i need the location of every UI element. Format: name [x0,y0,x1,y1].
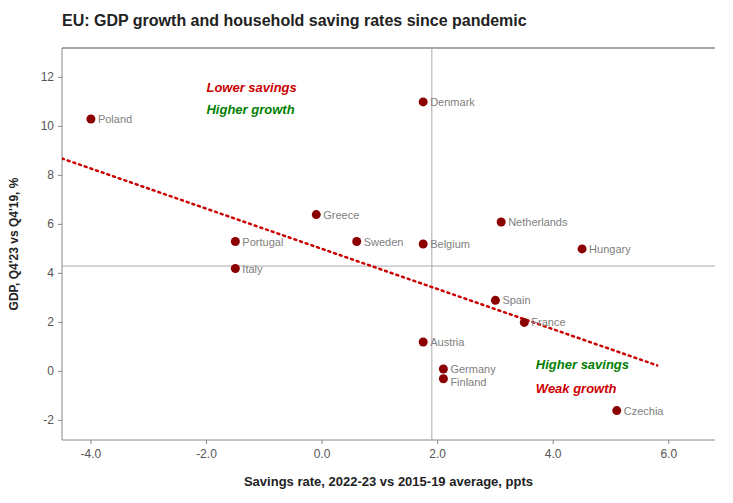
point-label: Sweden [364,236,404,248]
point [231,264,240,273]
y-tick-label: 6 [47,217,54,231]
chart: EU: GDP growth and household saving rate… [0,0,733,503]
x-tick-label: 2.0 [429,447,446,461]
point-label: Finland [450,376,486,388]
point-label: Denmark [430,96,475,108]
point-label: Spain [502,294,530,306]
point-label: Belgium [430,238,470,250]
y-axis-line [62,48,63,440]
y-tick-label: 4 [47,266,54,280]
plot-area [62,48,715,440]
point [419,97,428,106]
point [352,237,361,246]
y-tick-label: 12 [41,70,55,84]
x-tick-label: 6.0 [660,447,677,461]
point [419,338,428,347]
y-tick [58,126,62,127]
point-label: Greece [323,209,359,221]
y-tick-label: -2 [43,413,54,427]
x-tick-label: -2.0 [196,447,217,461]
regression-line [62,158,657,365]
x-tick [668,440,669,444]
point-label: Czechia [624,405,665,417]
y-tick-label: 8 [47,168,54,182]
point [497,217,506,226]
annotation: Weak growth [536,381,617,396]
y-tick [58,175,62,176]
point-label: Poland [98,113,132,125]
point [86,115,95,124]
point [612,406,621,415]
x-tick [90,440,91,444]
point [439,364,448,373]
x-tick [206,440,207,444]
top-rule [62,47,715,48]
x-tick-label: -4.0 [81,447,102,461]
point-label: France [531,316,565,328]
x-axis-line [62,440,715,441]
y-tick [58,224,62,225]
x-tick [322,440,323,444]
x-tick [437,440,438,444]
point-label: Italy [242,263,263,275]
point [312,210,321,219]
x-tick-label: 4.0 [545,447,562,461]
point [491,296,500,305]
y-tick-label: 2 [47,315,54,329]
point [520,318,529,327]
point [419,240,428,249]
y-tick [58,420,62,421]
y-tick [58,322,62,323]
point-label: Netherlands [508,216,568,228]
point [439,374,448,383]
y-tick-label: 0 [47,364,54,378]
title: EU: GDP growth and household saving rate… [62,12,527,29]
point [231,237,240,246]
annotation: Lower savings [206,80,296,95]
annotation: Higher growth [206,102,294,117]
annotation: Higher savings [536,357,629,372]
y-tick [58,77,62,78]
point [578,244,587,253]
y-tick [58,273,62,274]
point-label: Austria [430,336,465,348]
x-tick-label: 0.0 [314,447,331,461]
point-label: Portugal [242,236,283,248]
y-axis-label: GDP, Q4'23 vs Q4'19, % [7,177,21,310]
y-tick-label: 10 [41,119,55,133]
point-label: Hungary [589,243,631,255]
x-axis-label: Savings rate, 2022-23 vs 2015-19 average… [244,474,533,489]
x-tick [553,440,554,444]
y-tick [58,371,62,372]
reference-hline [62,266,715,267]
point-label: Germany [450,363,496,375]
